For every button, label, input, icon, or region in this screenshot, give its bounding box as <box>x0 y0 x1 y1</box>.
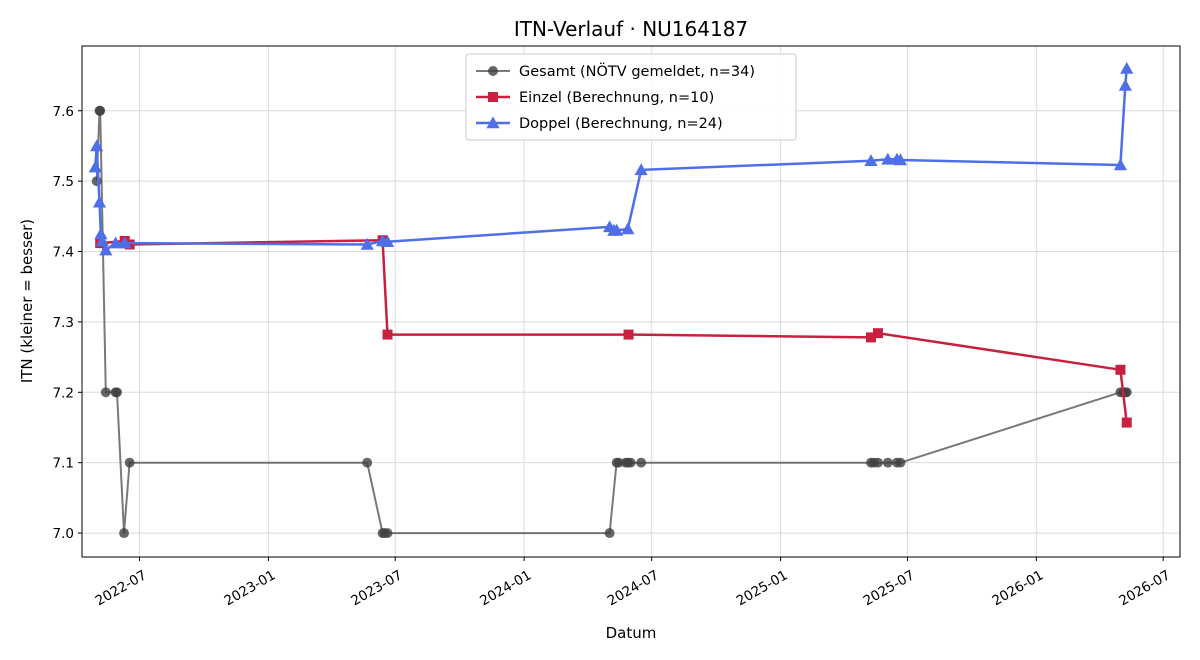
data-point <box>604 528 615 539</box>
legend-marker <box>486 116 500 129</box>
legend-box <box>465 53 797 141</box>
data-point <box>1120 61 1134 74</box>
data-point <box>881 152 895 165</box>
series-1 <box>91 105 1132 539</box>
data-point <box>382 329 393 340</box>
data-point <box>1115 364 1126 375</box>
legend-marker <box>488 92 498 102</box>
data-point <box>621 222 635 235</box>
data-point <box>623 329 634 340</box>
data-point <box>88 160 102 173</box>
data-point <box>99 243 113 256</box>
data-point <box>362 457 373 468</box>
data-point <box>613 457 624 468</box>
data-point <box>865 332 876 343</box>
data-point <box>873 457 883 468</box>
y-axis-label: ITN (kleiner = besser) <box>18 219 36 383</box>
series-3 <box>88 61 1134 256</box>
legend: Gesamt (NÖTV gemeldet, n=34) Einzel (Bere… <box>465 53 797 141</box>
data-point <box>109 236 123 249</box>
data-point <box>882 457 893 468</box>
data-point <box>112 387 122 398</box>
data-point <box>872 328 883 339</box>
data-point <box>1113 158 1128 171</box>
data-point <box>895 457 906 468</box>
data-point <box>91 176 102 187</box>
data-point <box>625 457 636 468</box>
chart-title: ITN-Verlauf · NU164187 <box>514 17 748 41</box>
y-tick-label: 7.2 <box>53 385 74 401</box>
data-point <box>100 387 111 398</box>
data-point <box>634 163 648 176</box>
plot-frame <box>81 45 1181 558</box>
data-point <box>864 154 878 167</box>
series-layer <box>88 61 1134 539</box>
legend-label: Einzel (Berechnung, n=10) <box>519 90 714 106</box>
data-point <box>893 153 908 166</box>
data-point <box>610 223 624 236</box>
y-tick-label: 7.4 <box>53 245 74 261</box>
y-tick-label: 7.5 <box>53 174 74 190</box>
y-tick-label: 7.0 <box>53 526 74 542</box>
legend-label: Gesamt (NÖTV gemeldet, n=34) <box>519 62 755 80</box>
data-point <box>382 528 393 539</box>
y-tick-label: 7.3 <box>53 315 74 331</box>
data-point <box>124 457 135 468</box>
y-tick-label: 7.1 <box>53 456 74 472</box>
data-point <box>118 236 132 249</box>
data-point <box>1121 417 1132 428</box>
data-point <box>1118 78 1132 91</box>
data-point <box>95 105 106 116</box>
data-point <box>124 239 135 250</box>
legend-marker <box>488 66 498 76</box>
data-point <box>119 528 129 539</box>
x-axis-label: Datum <box>606 624 657 642</box>
y-tick-label: 7.6 <box>53 104 74 120</box>
data-point <box>636 457 647 468</box>
legend-label: Doppel (Berechnung, n=24) <box>519 116 723 132</box>
data-point <box>92 195 107 208</box>
data-point <box>94 227 108 240</box>
data-point <box>95 234 109 247</box>
data-point <box>90 139 104 152</box>
data-point <box>360 237 374 250</box>
data-point <box>380 235 395 247</box>
